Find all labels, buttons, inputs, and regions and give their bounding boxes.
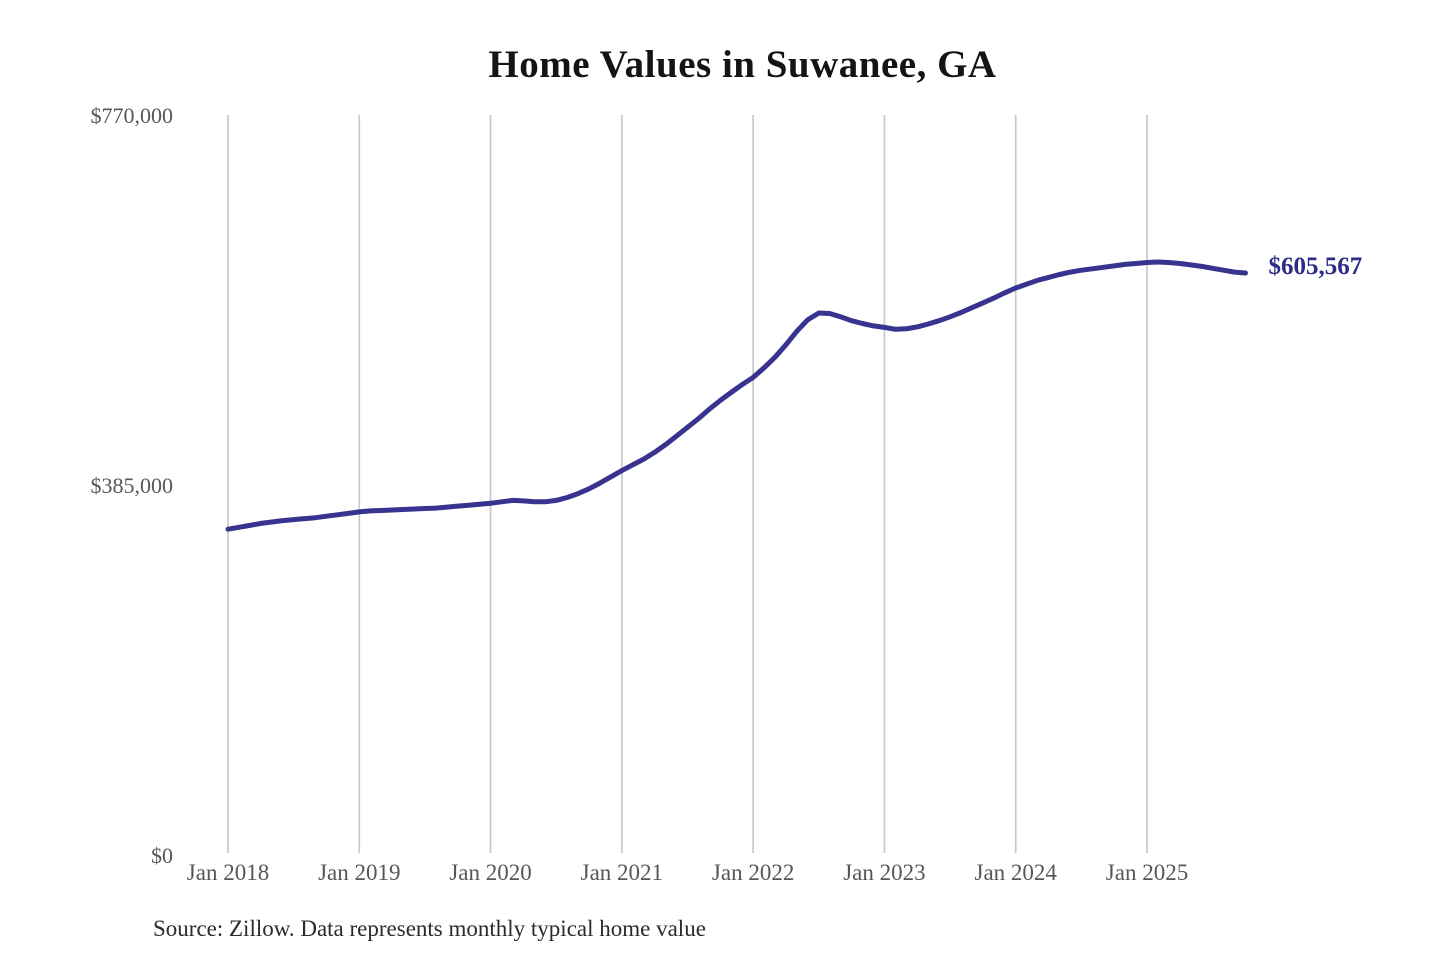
y-axis-tick-label: $385,000 — [91, 473, 174, 498]
home-value-line — [225, 259, 1248, 532]
x-axis-tick-label: Jan 2022 — [712, 860, 794, 885]
source-note: Source: Zillow. Data represents monthly … — [153, 916, 706, 941]
x-axis-tick-label: Jan 2021 — [581, 860, 663, 885]
x-axis-tick-label: Jan 2024 — [975, 860, 1058, 885]
x-axis-tick-label: Jan 2019 — [318, 860, 400, 885]
final-value-label: $605,567 — [1268, 253, 1362, 280]
x-axis-tick-label: Jan 2023 — [843, 860, 925, 885]
y-axis-tick-label: $0 — [151, 843, 173, 868]
x-axis-tick-label: Jan 2025 — [1106, 860, 1188, 885]
y-axis-tick-label: $770,000 — [91, 103, 174, 128]
x-axis-tick-label: Jan 2018 — [187, 860, 269, 885]
x-axis-tick-label: Jan 2020 — [449, 860, 531, 885]
chart-title: Home Values in Suwanee, GA — [488, 43, 997, 86]
